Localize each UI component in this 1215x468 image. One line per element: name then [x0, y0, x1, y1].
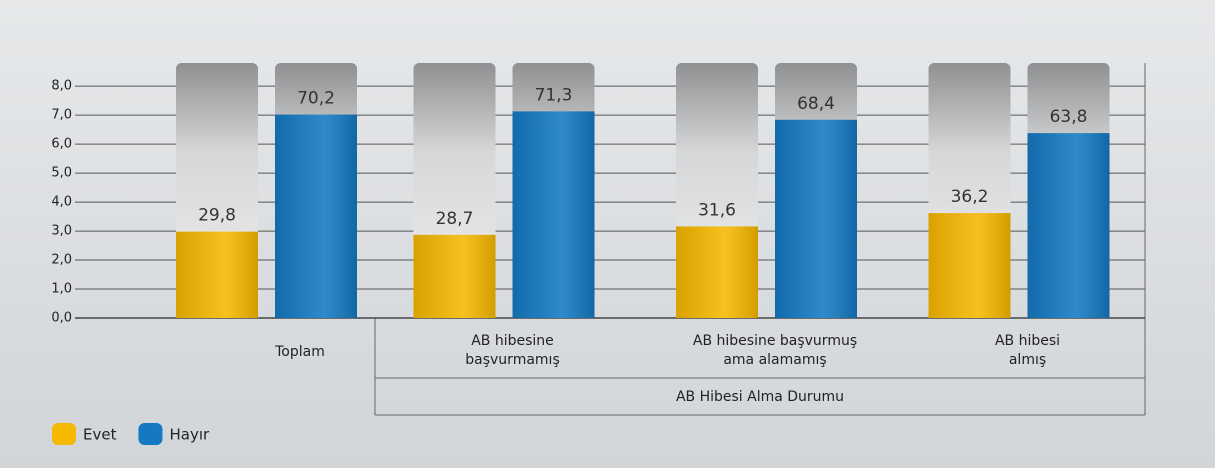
- y-tick-label: 4,0: [51, 195, 72, 210]
- x-tick-label: Toplam: [274, 344, 325, 360]
- value-label: 63,8: [1050, 107, 1088, 127]
- y-tick-label: 8,0: [51, 79, 72, 94]
- value-label: 70,2: [297, 89, 335, 109]
- x-tick-label: ama alamamış: [723, 352, 826, 368]
- value-label: 68,4: [797, 94, 835, 114]
- x-tick-label: AB hibesine başvurmuş: [693, 333, 857, 349]
- legend-swatch: [52, 423, 76, 445]
- y-tick-label: 0,0: [51, 311, 72, 326]
- x-tick-label: almış: [1009, 352, 1046, 368]
- table-frame: [374, 63, 1146, 416]
- bar-shine: [275, 114, 357, 318]
- bar-shine: [413, 234, 496, 318]
- value-label: 28,7: [436, 209, 474, 229]
- value-label: 29,8: [198, 206, 236, 226]
- bar-shine: [775, 119, 857, 318]
- legend-label: Hayır: [169, 426, 210, 444]
- value-label: 71,3: [535, 85, 573, 105]
- bar-shine: [928, 213, 1011, 318]
- y-tick-label: 3,0: [51, 224, 72, 239]
- y-tick-label: 6,0: [51, 137, 72, 152]
- value-label: 36,2: [951, 187, 989, 207]
- y-tick-label: 2,0: [51, 253, 72, 268]
- legend-label: Evet: [83, 426, 117, 444]
- value-label: 31,6: [698, 200, 736, 220]
- legend-swatch: [138, 423, 163, 445]
- bar-shine: [676, 226, 758, 318]
- x-tick-label: AB hibesine: [471, 333, 554, 349]
- y-tick-label: 7,0: [51, 108, 72, 123]
- group-label: AB Hibesi Alma Durumu: [676, 389, 844, 405]
- bar-shine: [1027, 133, 1110, 318]
- bar-shine: [176, 231, 258, 318]
- bar-shine: [512, 111, 595, 318]
- x-tick-label: başvurmamış: [465, 352, 559, 368]
- y-tick-label: 5,0: [51, 166, 72, 181]
- y-tick-label: 1,0: [51, 282, 72, 297]
- x-tick-label: AB hibesi: [995, 333, 1060, 349]
